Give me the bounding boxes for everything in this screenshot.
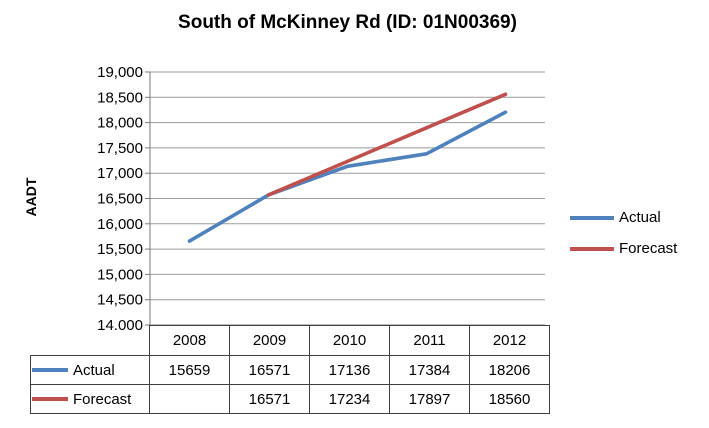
table-value-cell: 16571 [229, 355, 310, 385]
table-value-cell: 15659 [149, 355, 230, 385]
y-tick-label: 15,000 [97, 266, 143, 283]
y-tick-label: 16,500 [97, 191, 143, 208]
series-line-swatch [32, 396, 68, 401]
table-row-actual: Actual 15659 16571 17136 17384 18206 [30, 355, 550, 385]
legend: Actual Forecast [570, 202, 705, 264]
table-corner-cell [31, 326, 150, 356]
table-value-cell: 17136 [309, 355, 390, 385]
legend-line-swatch [570, 215, 614, 220]
legend-label: Forecast [619, 240, 678, 257]
y-tick-label: 19,000 [97, 64, 143, 81]
series-actual-line [187, 110, 508, 243]
data-table: 2008 2009 2010 2011 2012 Actual 15659 16571 1713… [30, 325, 550, 414]
y-tick-label: 17,500 [97, 140, 143, 157]
chart-title: South of McKinney Rd (ID: 01N00369) [178, 12, 517, 33]
series-forecast-line [266, 92, 508, 197]
legend-line-swatch [570, 246, 614, 251]
plot-area: 14,000 14,500 15,000 15,500 16,000 16,500 17,0… [97, 64, 545, 330]
table-row-label: Forecast [30, 384, 150, 414]
table-year-row: 2008 2009 2010 2011 2012 [31, 325, 550, 356]
y-tick-label: 18,500 [97, 89, 143, 106]
table-row-forecast: Forecast 16571 17234 17897 18560 [30, 384, 550, 414]
y-tick-label: 17,000 [97, 165, 143, 182]
table-year-cell: 2010 [309, 325, 390, 356]
y-tick-label: 15,500 [97, 241, 143, 258]
legend-label: Actual [619, 209, 661, 226]
y-tick-label: 18,000 [97, 115, 143, 132]
y-tick-label: 16,000 [97, 216, 143, 233]
table-value-cell: 18560 [469, 384, 550, 414]
y-tick-label: 14,000 [97, 317, 143, 330]
table-year-cell: 2008 [149, 325, 230, 356]
table-value-cell: 17234 [309, 384, 390, 414]
table-year-cell: 2011 [389, 325, 470, 356]
table-value-cell [149, 384, 230, 414]
table-row-label: Actual [30, 355, 150, 385]
table-value-cell: 17897 [389, 384, 470, 414]
table-year-cell: 2009 [229, 325, 310, 356]
table-value-cell: 18206 [469, 355, 550, 385]
legend-item-actual: Actual [570, 202, 705, 233]
table-year-cell: 2012 [469, 325, 550, 356]
legend-item-forecast: Forecast [570, 233, 705, 264]
table-value-cell: 16571 [229, 384, 310, 414]
y-tick-label: 14,500 [97, 292, 143, 309]
series-line-swatch [32, 367, 68, 372]
table-value-cell: 17384 [389, 355, 470, 385]
